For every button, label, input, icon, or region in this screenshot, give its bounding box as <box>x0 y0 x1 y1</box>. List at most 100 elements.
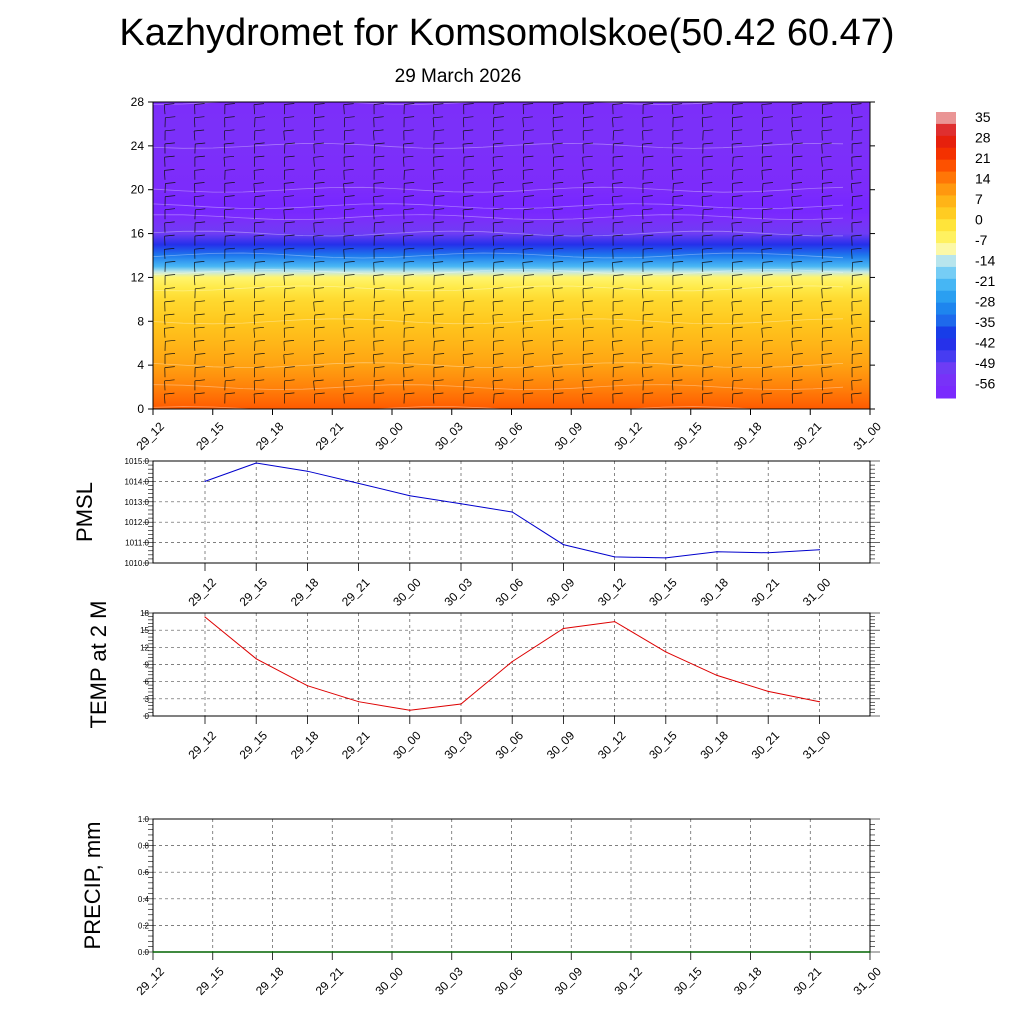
wind-barb <box>403 208 414 220</box>
wind-barb <box>463 300 475 312</box>
x-tick-label: 30_09 <box>544 728 578 762</box>
data-point <box>331 951 333 953</box>
wind-barb <box>671 103 683 115</box>
wind-barb <box>523 129 534 141</box>
contour-line <box>152 186 844 193</box>
wind-barb <box>792 155 803 167</box>
wind-barb <box>373 353 384 365</box>
wind-barb <box>492 287 504 299</box>
wind-barb <box>792 221 803 233</box>
wind-barb <box>702 287 714 299</box>
wind-barb <box>194 300 206 312</box>
wind-barb <box>702 234 713 246</box>
data-point <box>152 951 154 953</box>
x-tick-label: 29_18 <box>253 419 287 453</box>
wind-barb <box>762 208 773 220</box>
wind-barb <box>642 129 653 141</box>
colorbar-label: -42 <box>975 335 995 351</box>
wind-barb <box>671 313 683 325</box>
wind-barb <box>732 155 744 167</box>
wind-barb <box>313 274 325 286</box>
wind-barb <box>821 103 833 115</box>
wind-barb <box>373 155 385 167</box>
wind-barb <box>642 274 653 286</box>
contour-line <box>152 362 844 369</box>
wind-barb <box>373 326 384 338</box>
wind-barb <box>851 142 863 154</box>
wind-barb <box>163 248 175 259</box>
wind-barb <box>672 261 684 272</box>
y-axis-title: PMSL <box>72 482 97 542</box>
wind-barb <box>851 353 863 365</box>
wind-barb <box>582 339 594 351</box>
wind-barb <box>612 326 623 338</box>
wind-barb <box>612 340 623 351</box>
wind-barb <box>762 287 773 299</box>
wind-barb <box>792 208 803 220</box>
wind-barb <box>164 300 175 312</box>
wind-barb <box>552 208 563 220</box>
wind-barb <box>343 155 355 167</box>
wind-barb <box>671 248 683 259</box>
x-tick-label: 30_06 <box>492 419 526 453</box>
wind-barb <box>582 261 594 272</box>
wind-barb <box>821 353 832 365</box>
wind-barb <box>193 274 205 286</box>
wind-barb <box>433 313 444 325</box>
colorbar-swatch <box>936 147 956 161</box>
wind-barb <box>731 366 743 378</box>
wind-barb <box>343 261 355 272</box>
wind-barb <box>194 287 206 299</box>
colorbar-swatch <box>936 243 956 256</box>
y-tick-label: 0 <box>145 712 150 721</box>
wind-barb <box>373 247 385 259</box>
y-tick-label: 12 <box>140 643 149 652</box>
wind-barb <box>253 379 265 391</box>
wind-barb <box>791 195 802 207</box>
data-point <box>767 552 769 554</box>
wind-barb <box>254 221 265 233</box>
wind-barb <box>732 326 743 338</box>
wind-barb <box>851 261 863 272</box>
wind-barb <box>641 366 653 378</box>
wind-barb <box>672 379 683 391</box>
x-tick-label: 29_21 <box>313 419 347 453</box>
wind-barb <box>402 379 414 391</box>
wind-barb <box>403 182 415 194</box>
x-tick-label: 30_12 <box>611 419 645 453</box>
wind-barb <box>403 195 414 207</box>
x-tick-label: 30_21 <box>791 964 825 998</box>
data-point <box>562 544 565 546</box>
data-point <box>614 556 616 558</box>
wind-barb <box>701 274 713 286</box>
heatmap-fill <box>153 102 870 409</box>
wind-barb <box>672 155 683 167</box>
wind-barb <box>343 326 354 338</box>
y-tick-label: 1.0 <box>138 815 150 824</box>
x-tick-label: 31_00 <box>850 419 884 453</box>
wind-barb <box>791 392 803 404</box>
wind-barb <box>672 366 683 378</box>
wind-barb <box>224 339 235 351</box>
wind-barb <box>701 195 713 207</box>
data-point <box>716 551 718 553</box>
y-tick-label: 1014.0 <box>125 477 150 486</box>
wind-barb <box>642 155 654 167</box>
wind-barb <box>373 116 384 128</box>
wind-barb <box>762 274 773 286</box>
wind-barb <box>552 182 564 194</box>
x-tick-label: 30_15 <box>671 419 705 453</box>
wind-barb <box>671 169 683 180</box>
colorbar-label: -49 <box>975 355 995 371</box>
wind-barb <box>403 103 415 115</box>
x-tick-label: 30_03 <box>432 964 466 998</box>
wind-barb <box>403 326 415 338</box>
data-point <box>630 951 632 953</box>
wind-barb <box>731 129 743 141</box>
wind-barb <box>821 142 832 154</box>
wind-barb <box>761 326 772 338</box>
x-tick-label: 30_15 <box>646 575 680 609</box>
wind-barb <box>642 116 653 128</box>
wind-barb <box>642 234 654 246</box>
wind-barb <box>433 287 444 299</box>
